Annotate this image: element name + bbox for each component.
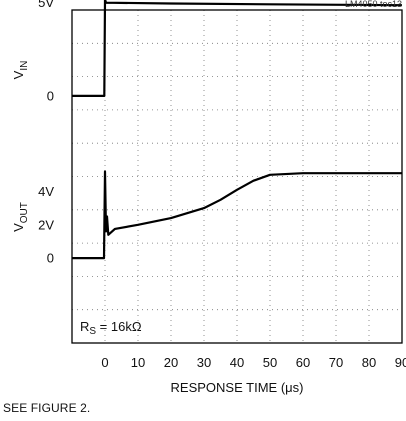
y-tick-label: 0 [47,251,54,266]
x-tick-label: 80 [362,355,376,370]
y-tick-label: 5V [38,0,54,10]
tag-label: LM4050 toc13 [345,0,402,9]
y-tick-labels: 5V 0 4V 2V 0 [38,0,54,266]
grid [72,10,402,343]
x-tick-labels: 0 10 20 30 40 50 60 70 80 90 [101,355,406,370]
vout-axis-label: VOUT [11,202,30,232]
x-tick-label: 90 [395,355,406,370]
condition-label: RS = 16kΩ [80,319,142,337]
y-tick-label: 4V [38,184,54,199]
x-tick-label: 50 [263,355,277,370]
x-tick-label: 30 [197,355,211,370]
x-tick-label: 0 [101,355,108,370]
x-tick-label: 40 [230,355,244,370]
x-tick-label: 60 [296,355,310,370]
vin-trace [72,0,403,97]
x-tick-label: 70 [329,355,343,370]
x-tick-label: 10 [131,355,145,370]
vout-trace [72,170,402,260]
y-tick-label: 0 [47,88,54,103]
vin-axis-label: VIN [11,61,30,80]
y-tick-label: 2V [38,217,54,232]
plot-frame [71,9,403,344]
footnote: SEE FIGURE 2. [3,401,91,415]
x-axis-label: RESPONSE TIME (μs) [171,380,304,395]
x-tick-label: 20 [164,355,178,370]
